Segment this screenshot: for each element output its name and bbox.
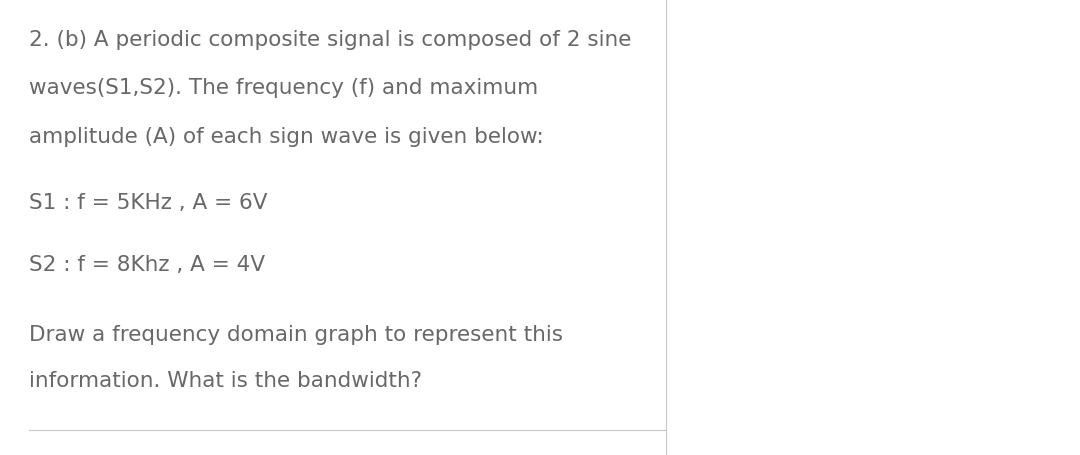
Text: Draw a frequency domain graph to represent this: Draw a frequency domain graph to represe…	[29, 325, 563, 345]
Text: information. What is the bandwidth?: information. What is the bandwidth?	[29, 371, 422, 391]
Text: waves(S1,S2). The frequency (f) and maximum: waves(S1,S2). The frequency (f) and maxi…	[29, 78, 539, 98]
Text: amplitude (A) of each sign wave is given below:: amplitude (A) of each sign wave is given…	[29, 127, 544, 147]
Text: 2. (b) A periodic composite signal is composed of 2 sine: 2. (b) A periodic composite signal is co…	[29, 30, 632, 50]
Text: S1 : f = 5KHz , A = 6V: S1 : f = 5KHz , A = 6V	[29, 193, 268, 213]
Text: S2 : f = 8Khz , A = 4V: S2 : f = 8Khz , A = 4V	[29, 255, 266, 275]
